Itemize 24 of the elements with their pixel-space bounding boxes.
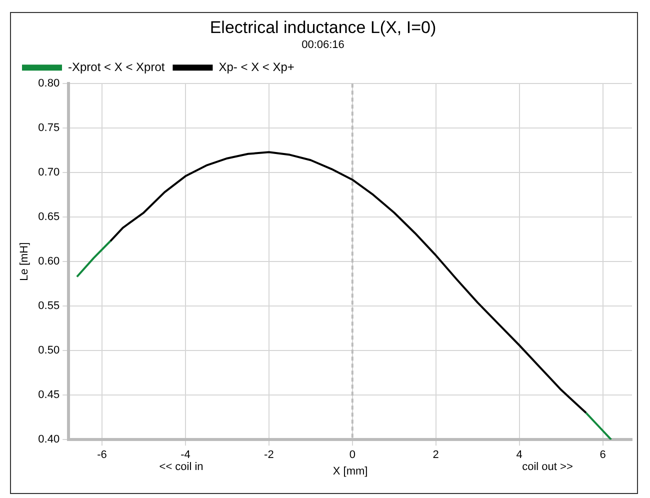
y-tick-label: 0.70 — [38, 166, 60, 179]
x-tick-label: 2 — [432, 449, 439, 462]
text: << coil in — [159, 461, 204, 474]
y-tick-label: 0.75 — [38, 122, 60, 134]
y-tick-label: 0.40 — [38, 434, 60, 446]
text: coil out >> — [522, 461, 573, 474]
y-axis-title: Le [mH] — [18, 242, 31, 281]
y-tick-label: 0.60 — [38, 256, 60, 268]
x-tick-label: -2 — [264, 449, 274, 462]
x-tick-label: 4 — [516, 449, 522, 462]
x-tick-label: 6 — [600, 449, 606, 462]
x-axis-title: X [mm] — [332, 465, 368, 478]
chart-title: Electrical inductance L(X, I=0) — [210, 18, 436, 37]
legend-label: Xp- < X < Xp+ — [218, 60, 294, 74]
y-tick-label: 0.65 — [38, 211, 60, 224]
x-tick-label: 0 — [349, 449, 356, 462]
y-tick-label: 0.80 — [38, 78, 60, 90]
y-tick-label: 0.50 — [38, 344, 60, 357]
legend-label: -Xprot < X < Xprot — [68, 60, 166, 74]
y-tick-label: 0.45 — [38, 389, 60, 402]
x-tick-label: -6 — [97, 449, 107, 462]
x-tick-label: -4 — [180, 449, 190, 462]
y-tick-label: 0.55 — [38, 300, 60, 312]
chart-subtitle: 00:06:16 — [302, 39, 344, 52]
